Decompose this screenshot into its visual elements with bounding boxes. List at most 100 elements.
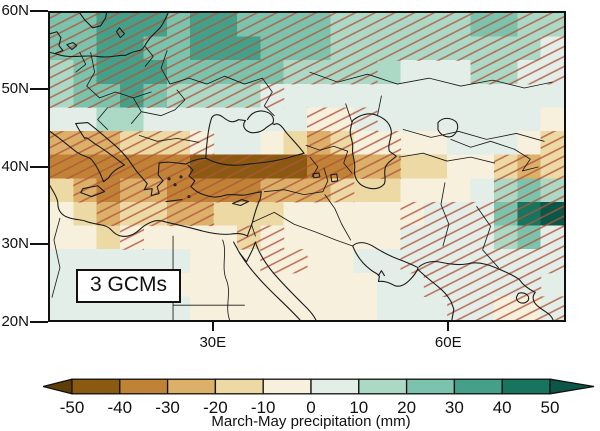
border-line <box>513 148 539 172</box>
hatch-cell <box>96 83 121 109</box>
grid-cell <box>260 131 285 156</box>
colorbar-tick-label: 50 <box>540 398 560 417</box>
grid-cell <box>283 201 308 227</box>
hatch-cell <box>517 154 542 179</box>
hatch-cell <box>330 178 355 203</box>
grid-cell <box>353 201 378 227</box>
colorbar-over-arrow <box>549 378 595 395</box>
lat-tick-mark <box>30 165 48 168</box>
hatch-cell <box>260 178 285 203</box>
hatch-cell <box>540 13 564 38</box>
grid-cell <box>353 178 378 203</box>
coast-blacksea-north <box>205 114 273 159</box>
hatch-cell <box>470 225 495 250</box>
colorbar-tick-label: -30 <box>155 398 180 417</box>
hatch-cell <box>260 83 285 109</box>
hatch-cell <box>96 178 121 203</box>
border-line <box>309 71 553 89</box>
border-line <box>402 129 545 142</box>
grid-cell <box>307 249 331 274</box>
coast-sicily <box>80 185 106 198</box>
hatch-cell <box>236 13 261 38</box>
border-line <box>99 91 152 99</box>
hatch-cell <box>213 13 238 38</box>
colorbar <box>42 378 596 395</box>
hatch-cell <box>283 13 308 38</box>
grid-cell <box>120 107 145 132</box>
hatch-cell <box>166 131 191 156</box>
hatch-cell <box>493 60 518 85</box>
grid-cell <box>423 296 448 320</box>
grid-cell <box>166 107 191 132</box>
grid-cell <box>423 60 448 85</box>
grid-cell <box>236 272 261 297</box>
lon-tick-label: 60E <box>434 334 462 351</box>
coast-balkan <box>75 122 137 172</box>
hatch-cell <box>143 154 168 179</box>
aegean-island <box>167 177 171 181</box>
grid-cell <box>377 107 402 132</box>
colorbar-segment <box>405 378 456 395</box>
grid-cell <box>166 225 191 250</box>
grid-cell <box>73 225 98 250</box>
hatch-cell <box>517 249 542 274</box>
hatch-cell <box>260 13 285 38</box>
grid-cell <box>307 225 331 250</box>
grid-cell <box>213 272 238 297</box>
grid-cell <box>377 249 402 274</box>
hatch-cell <box>143 83 168 109</box>
coast-redsea-west <box>238 252 301 320</box>
colorbar-tick-label: 20 <box>397 398 417 417</box>
hatch-cell <box>400 225 425 250</box>
hatch-cell <box>470 296 495 320</box>
river-nile <box>222 239 231 320</box>
grid-cell <box>260 107 285 132</box>
hatch-cell <box>96 13 121 38</box>
coast-kutch <box>515 292 530 304</box>
grid-cell <box>470 83 495 109</box>
hatch-cell <box>73 13 98 38</box>
colorbar-tick-label: -40 <box>107 398 133 417</box>
colorbar-tick-label: 40 <box>492 398 512 417</box>
grid-cell <box>540 272 564 297</box>
hatch-cell <box>517 13 542 38</box>
coast-azov <box>246 110 274 125</box>
grid-cell <box>190 225 215 250</box>
border-line <box>86 52 101 99</box>
hatch-cell <box>447 201 472 227</box>
grid-cell <box>190 272 215 297</box>
grid-cell <box>190 249 215 274</box>
hatch-cell <box>517 60 542 85</box>
aegean-island <box>179 175 183 179</box>
grid-cell <box>353 272 378 297</box>
precipitation-map <box>50 13 564 320</box>
hatch-cell <box>423 36 448 61</box>
hatch-cell <box>400 36 425 61</box>
hatch-cell <box>120 83 145 109</box>
grid-cell <box>190 296 215 320</box>
grid-cell <box>470 154 495 179</box>
hatch-cell <box>307 131 331 156</box>
hatch-cell <box>143 201 168 227</box>
hatch-cell <box>50 60 74 85</box>
border-line <box>324 194 352 241</box>
hatch-cell <box>213 83 238 109</box>
hatch-cell <box>493 178 518 203</box>
grid-cell <box>283 83 308 109</box>
border-line <box>345 95 382 123</box>
colorbar-segment <box>453 378 503 395</box>
hatch-cell <box>96 60 121 85</box>
hatch-cell <box>447 225 472 250</box>
colorbar-segment <box>166 378 217 395</box>
hatch-cell <box>493 36 518 61</box>
hatch-cell <box>517 201 542 227</box>
border-line <box>343 150 353 174</box>
hatch-cell <box>330 154 355 179</box>
hatch-cell <box>470 13 495 38</box>
hatch-cell <box>423 13 448 38</box>
grid-cell <box>353 249 378 274</box>
coast-qatar <box>377 270 385 277</box>
lat-tick-mark <box>30 243 48 246</box>
hatch-cell <box>540 131 564 156</box>
grid-cell <box>447 60 472 85</box>
